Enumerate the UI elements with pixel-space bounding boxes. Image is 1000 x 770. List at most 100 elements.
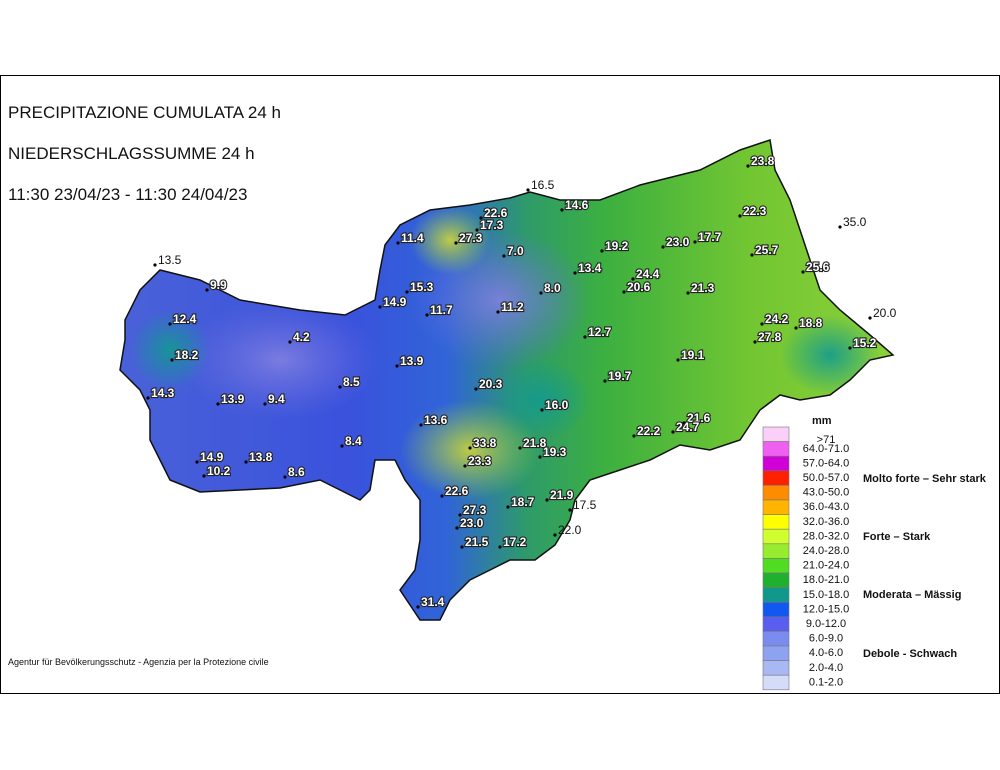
station-dot [545, 498, 549, 502]
legend-swatch [762, 499, 790, 515]
station-value: 13.4 [578, 261, 602, 275]
station-dot [560, 208, 564, 212]
legend-swatch [762, 485, 790, 501]
station-value: 15.3 [410, 280, 434, 294]
legend-label: 32.0-36.0 [803, 516, 849, 528]
station-value: 12.7 [588, 325, 612, 339]
station-dot [526, 188, 530, 192]
station-value: 19.2 [605, 239, 629, 253]
station-dot [632, 434, 636, 438]
station-dot [416, 605, 420, 609]
station-dot [794, 326, 798, 330]
station-value: 24.2 [765, 312, 789, 326]
legend-class: Forte – Stark [863, 531, 931, 543]
station-dot [676, 358, 680, 362]
station-dot [396, 241, 400, 245]
legend-label: 50.0-57.0 [803, 472, 849, 484]
station-dot [496, 310, 500, 314]
station-dot [738, 214, 742, 218]
station-value: 20.0 [873, 306, 897, 320]
legend-label: 2.0-4.0 [809, 662, 843, 674]
legend-swatch [762, 616, 790, 632]
station-dot [202, 474, 206, 478]
station-dot [573, 271, 577, 275]
station-dot [540, 408, 544, 412]
station-dot [168, 322, 172, 326]
legend-swatch [762, 645, 790, 661]
station-dot [419, 423, 423, 427]
station-dot [263, 402, 267, 406]
station-value: 20.6 [627, 280, 651, 294]
legend-swatch [762, 528, 790, 545]
station-value: 17.7 [698, 230, 722, 244]
station-dot [502, 254, 506, 258]
legend-label: 24.0-28.0 [803, 545, 849, 557]
station-dot [440, 494, 444, 498]
title-de: NIEDERSCHLAGSSUMME 24 h [8, 144, 255, 163]
station-dot [475, 228, 479, 232]
station-value: 14.9 [383, 295, 407, 309]
station-value: 13.9 [400, 354, 424, 368]
station-dot [671, 430, 675, 434]
station-dot [539, 291, 543, 295]
station-dot [395, 364, 399, 368]
station-value: 21.6 [687, 411, 711, 425]
station-value: 20.3 [479, 377, 503, 391]
station-dot [686, 291, 690, 295]
legend-swatch [762, 601, 790, 618]
station-dot [760, 322, 764, 326]
station-dot [146, 396, 150, 400]
station-value: 11.2 [501, 300, 524, 314]
station-dot [603, 379, 607, 383]
legend-swatch [762, 674, 790, 691]
station-dot [746, 164, 750, 168]
station-value: 27.8 [758, 330, 782, 344]
legend-class: Molto forte – Sehr stark [863, 473, 987, 485]
station-value: 9.9 [210, 278, 227, 292]
station-value: 25.7 [755, 243, 779, 257]
station-value: 4.2 [293, 330, 310, 344]
station-dot [340, 444, 344, 448]
legend-swatch [762, 587, 790, 603]
station-value: 21.8 [523, 436, 547, 450]
legend-label: 43.0-50.0 [803, 487, 849, 499]
station-value: 13.8 [249, 450, 273, 464]
station-dot [848, 346, 852, 350]
station-value: 23.3 [468, 454, 492, 468]
station-dot [553, 533, 557, 537]
station-dot [463, 464, 467, 468]
station-value: 17.5 [573, 498, 597, 512]
legend-label: 15.0-18.0 [803, 589, 849, 601]
station-dot [195, 460, 199, 464]
station-value: 31.4 [421, 595, 445, 609]
legend-label: >71 [817, 434, 836, 446]
station-dot [205, 288, 209, 292]
station-value: 13.5 [158, 253, 182, 267]
station-value: 19.1 [681, 348, 705, 362]
legend-label: 12.0-15.0 [803, 603, 849, 615]
station-dot [460, 545, 464, 549]
station-value: 27.3 [459, 231, 483, 245]
legend-label: 28.0-32.0 [803, 530, 849, 542]
station-dot [468, 446, 472, 450]
station-value: 25.6 [806, 260, 830, 274]
station-value: 23.0 [460, 516, 484, 530]
station-dot [568, 508, 572, 512]
legend-swatch [762, 470, 790, 486]
station-dot [583, 335, 587, 339]
station-value: 8.4 [345, 434, 362, 448]
station-value: 14.3 [151, 386, 175, 400]
legend-swatch [762, 631, 790, 647]
legend-label: 9.0-12.0 [806, 618, 846, 630]
station-value: 16.0 [545, 398, 569, 412]
station-dot [474, 387, 478, 391]
legend-swatch [762, 543, 790, 559]
legend-class: Moderata – Mässig [863, 589, 961, 601]
legend-label: 21.0-24.0 [803, 560, 849, 572]
legend-unit: mm [812, 415, 832, 427]
credit: Agentur für Bevölkerungsschutz - Agenzia… [8, 657, 269, 667]
legend-swatch [762, 441, 790, 457]
station-dot [661, 245, 665, 249]
station-value: 21.3 [691, 281, 715, 295]
